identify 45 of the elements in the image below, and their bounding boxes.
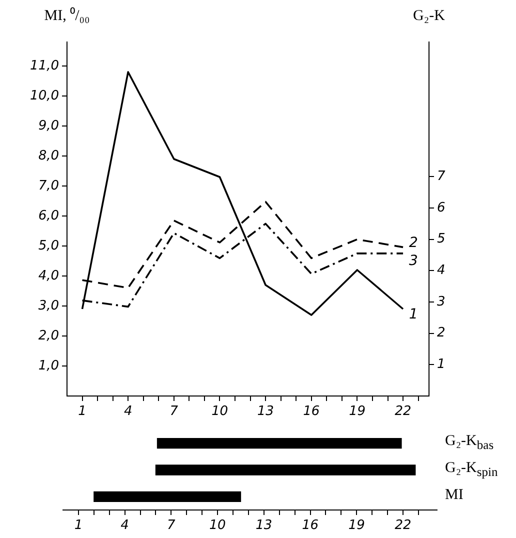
y-tick-label: MI (445, 486, 464, 504)
bar (156, 438, 402, 449)
bar (155, 464, 416, 476)
series-label: 3 (409, 253, 418, 270)
y-tick-label: G₂-K$_{spin}$ (445, 460, 498, 481)
y-tick-label: 8,0 (38, 148, 59, 164)
x-tick-label: 10 (209, 518, 226, 534)
bar (94, 491, 242, 502)
series-label: 1 (409, 306, 418, 323)
y-tick-label: 4,0 (38, 268, 59, 284)
x-tick-label: 10 (211, 404, 228, 420)
y-tick-label: 10,0 (30, 88, 59, 104)
x-tick-label: 4 (124, 404, 132, 420)
y-tick-label: G₂-K$_{bas}$ (445, 433, 494, 454)
x-tick-label: 16 (303, 404, 320, 420)
y2-tick-label: 5 (437, 232, 446, 247)
y-tick-label: 11,0 (30, 58, 59, 74)
x-tick-label: 13 (257, 404, 274, 420)
y2-tick-label: 6 (437, 200, 446, 216)
y-tick-label: 9,0 (38, 118, 59, 134)
series-label: 2 (409, 234, 418, 251)
x-tick-label: 22 (394, 404, 412, 420)
x-tick-label: 13 (256, 518, 272, 534)
y2-tick-label: 7 (437, 169, 446, 184)
x-tick-label: 7 (167, 518, 176, 534)
y-tick-label: 5,0 (38, 238, 59, 254)
x-tick-label: 1 (78, 404, 86, 420)
y-tick-label: 6,0 (38, 208, 59, 224)
x-tick-label: 4 (120, 518, 129, 534)
x-tick-label: 19 (348, 518, 365, 534)
x-tick-label: 22 (394, 518, 412, 534)
x-tick-label: 19 (348, 404, 366, 420)
y-tick-label: 3,0 (38, 298, 59, 314)
y2-tick-label: 4 (437, 263, 446, 278)
x-tick-label: 1 (74, 518, 83, 534)
x-tick-label: 16 (302, 518, 319, 534)
y2-tick-label: 1 (437, 357, 446, 372)
y-tick-label: 1,0 (38, 358, 59, 374)
y-axis-title: MI, ⁰/₀₀ (44, 6, 90, 24)
y2-tick-label: 3 (437, 294, 446, 310)
y2-tick-label: 2 (437, 326, 446, 341)
y-tick-label: 2,0 (38, 328, 59, 344)
y2-axis-title: G₂-K (413, 8, 446, 24)
x-tick-label: 7 (170, 404, 179, 420)
y-tick-label: 7,0 (38, 178, 59, 194)
